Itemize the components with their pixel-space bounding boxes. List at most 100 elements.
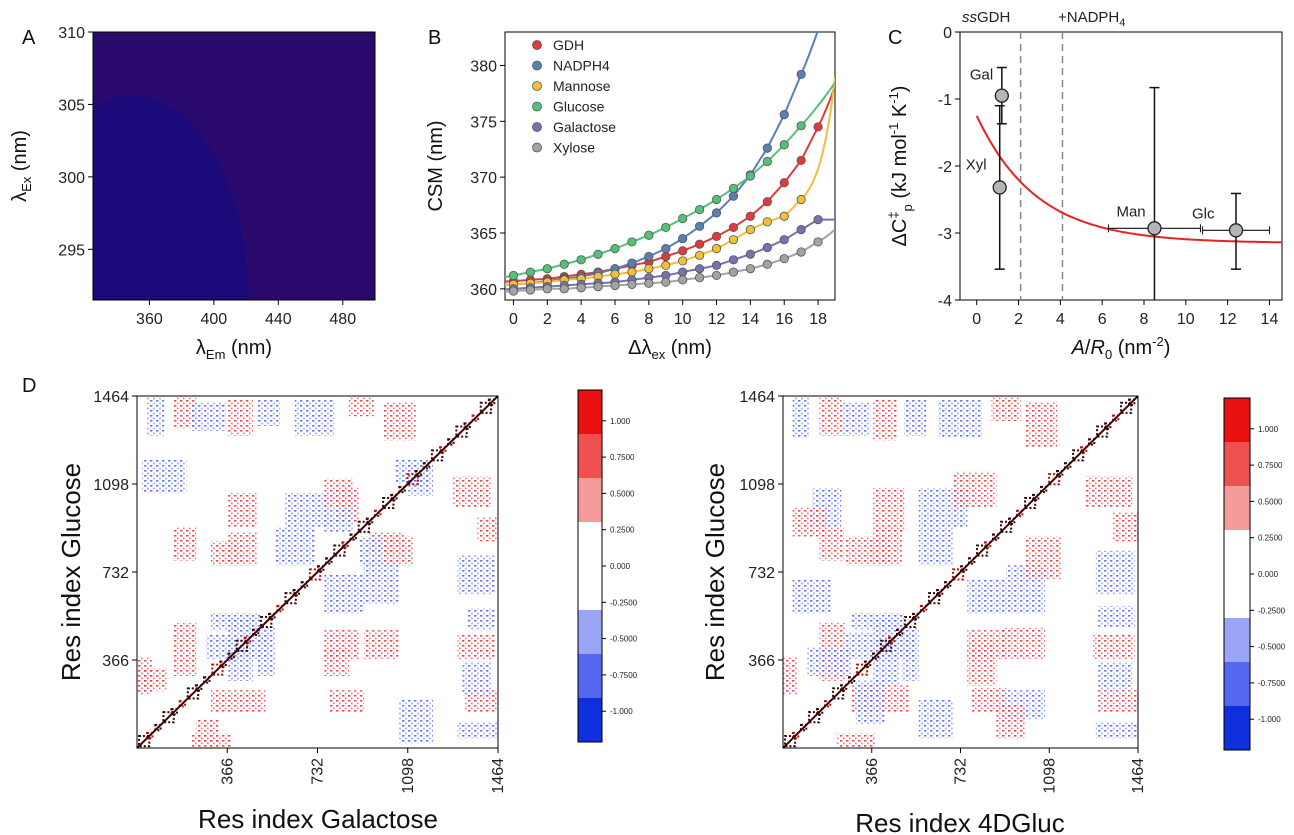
diagonal-contact	[1056, 470, 1064, 478]
diagonal-contact	[1080, 446, 1088, 454]
excitation-emission-heatmap	[93, 32, 375, 300]
diagonal-contact	[308, 568, 322, 581]
x-tick-label: 10	[1177, 311, 1195, 328]
diagonal-contact	[390, 493, 398, 502]
data-point-galactose	[695, 264, 705, 274]
y-tick-label: 370	[470, 170, 497, 187]
legend-label-nadph4: NADPH4	[553, 58, 610, 74]
x-tick-label: 8	[644, 311, 653, 328]
legend-marker-glucose	[532, 101, 542, 112]
panel-b: B 0 2 4 6 8 10 12 14 16 18 360 365 370 375 380 GDH NADP…	[425, 27, 836, 362]
diagonal-contact	[887, 636, 896, 644]
data-point-galactose	[678, 267, 688, 277]
y-tick-label: -3	[938, 226, 952, 243]
data-point-gdh	[745, 211, 755, 221]
diagonal-contact	[791, 731, 800, 740]
diagonal-contact	[943, 581, 952, 589]
data-point-nadph4	[644, 251, 654, 262]
contact-block	[918, 699, 953, 739]
contact-block-mirror	[1093, 634, 1135, 660]
annotation-nadph4: +NADPH4	[1058, 9, 1125, 29]
data-point-mannose	[627, 267, 637, 277]
diagonal-contact	[300, 581, 309, 589]
y-tick-label: 366	[102, 653, 129, 670]
diagonal-contact	[783, 734, 797, 748]
diagonal-contact	[1096, 425, 1109, 438]
contact-block-mirror	[457, 721, 498, 739]
y-tick-label: 305	[58, 97, 85, 114]
data-point-mannose	[796, 194, 806, 205]
data-point-xylose	[593, 281, 603, 292]
panel-b-series	[505, 32, 835, 296]
data-point-gal	[994, 88, 1009, 103]
x-tick-label: 4	[577, 311, 586, 328]
data-point-xylose	[627, 279, 637, 289]
colorbar-segment	[1224, 486, 1250, 530]
data-point-glucose	[661, 222, 671, 233]
diagonal-contact	[951, 568, 965, 581]
colorbar-segment	[1224, 398, 1250, 442]
diagonal-contact	[382, 496, 395, 510]
diagonal-contact	[341, 541, 349, 549]
data-point-nadph4	[779, 110, 789, 120]
contact-block	[228, 399, 253, 436]
diagonal-contact	[471, 414, 480, 422]
y-tick-label: 1098	[93, 477, 129, 494]
x-tick-label: 1464	[1130, 758, 1147, 794]
data-point-xylose	[762, 259, 772, 269]
diagonal-contact	[422, 462, 431, 470]
colorbar-segment	[578, 610, 602, 654]
panel-d: D 366 366 732 732 1098 1098 1464 1464 Res index…	[22, 375, 1286, 835]
legend-marker-xylose	[532, 142, 542, 153]
diagonal-contact	[1088, 438, 1096, 446]
x-tick-label: 732	[310, 758, 327, 785]
colorbar-segment	[578, 698, 602, 742]
diagonal-contact	[316, 565, 325, 573]
diagonal-contact	[186, 687, 200, 700]
data-point-glucose	[745, 171, 755, 181]
panel-label-d: D	[22, 375, 36, 397]
map-d2-ylabel: Res index Glucose	[700, 463, 730, 681]
x-tick-label: 0	[509, 311, 518, 328]
diagonal-contact	[863, 660, 872, 668]
diagonal-contact	[203, 676, 211, 684]
data-point-nadph4	[661, 244, 671, 254]
y-tick-label: 0	[943, 25, 952, 42]
diagonal-contact	[1048, 473, 1061, 486]
data-point-mannose	[711, 244, 722, 254]
map-d1-ticks: 366 366 732 732 1098 1098 1464 1464	[93, 389, 507, 794]
map-d2-xlabel: Res index 4DGluc	[855, 808, 1065, 835]
colorbar-segment	[1224, 530, 1250, 574]
colorbar-label: 1.000	[1258, 425, 1279, 434]
annotation-ssgdh: ssGDH	[962, 9, 1010, 26]
diagonal-contact	[276, 604, 284, 613]
diagonal-contact	[243, 636, 252, 644]
data-point-nadph4	[711, 208, 722, 218]
data-point-gdh	[762, 197, 772, 207]
diagonal-contact	[1015, 509, 1024, 517]
contact-block-mirror	[324, 507, 354, 532]
data-point-galactose	[796, 225, 806, 235]
diagonal-line	[783, 396, 1138, 748]
data-point-gdh	[661, 251, 671, 262]
diagonal-contact	[847, 676, 856, 684]
diagonal-contact	[398, 485, 406, 494]
x-tick-label: 4	[1056, 311, 1065, 328]
diagonal-contact	[373, 509, 382, 517]
diagonal-contact	[831, 687, 845, 700]
x-tick-label: 2	[543, 311, 552, 328]
data-point-gdh	[779, 178, 789, 188]
point-label-man: Man	[1116, 203, 1145, 220]
data-point-xylose	[813, 237, 823, 247]
diagonal-contact	[455, 425, 468, 438]
contact-block	[146, 396, 165, 436]
x-tick-label: 6	[611, 311, 620, 328]
y-tick-label: 380	[470, 59, 497, 76]
colorbar-label: -1.000	[610, 707, 633, 716]
contact-block	[1025, 536, 1062, 580]
y-tick-label: -2	[938, 159, 952, 176]
contact-block	[872, 488, 905, 532]
diagonal-contact	[357, 520, 371, 533]
colorbar-label: 0.000	[610, 562, 631, 571]
diagonal-contact	[406, 473, 419, 486]
